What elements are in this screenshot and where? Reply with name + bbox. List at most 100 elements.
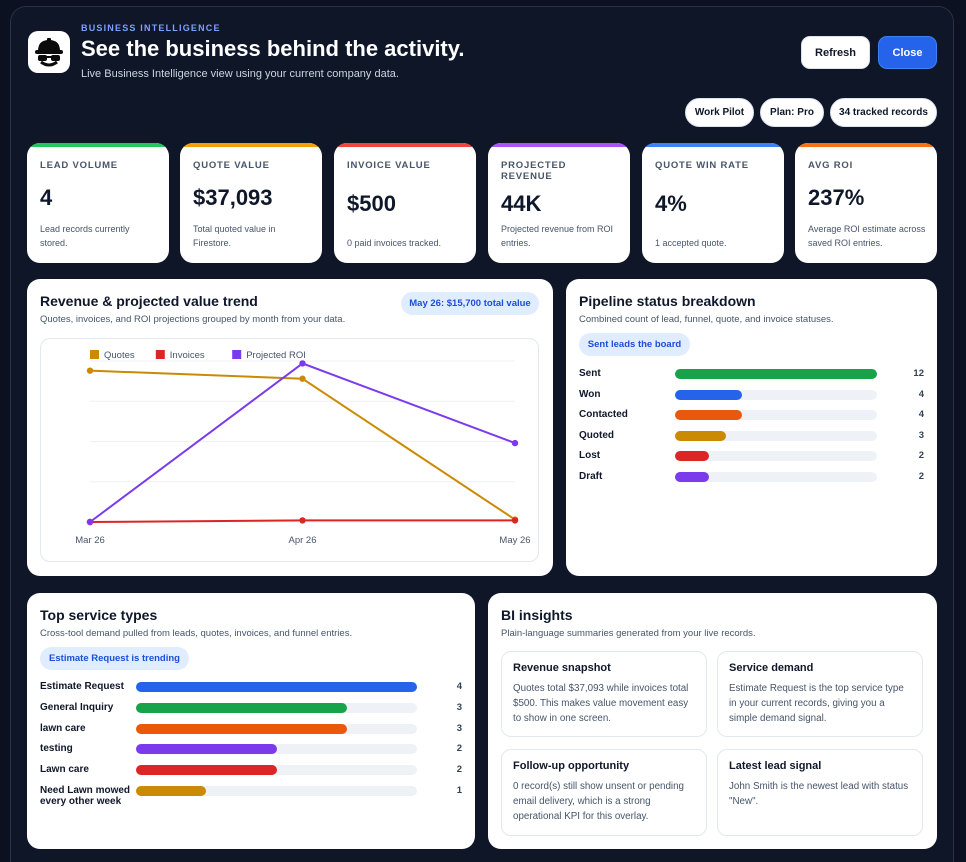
kpi-accent-bar (488, 143, 630, 147)
card-title: Pipeline status breakdown (579, 293, 756, 309)
page-title: See the business behind the activity. (81, 36, 465, 61)
service-fill (136, 744, 277, 755)
service-row: Estimate Request 4 (40, 681, 462, 695)
pipeline-name: Won (579, 388, 601, 400)
pipeline-count: 2 (918, 450, 924, 462)
pipeline-name: Draft (579, 471, 603, 482)
pipeline-count: 4 (918, 409, 924, 421)
legend-label: Projected ROI (246, 350, 306, 361)
bi-insights-card: BI insights Plain-language summaries gen… (488, 593, 937, 849)
service-row: Need Lawn mowed every other week 1 (40, 785, 462, 807)
kpi-description: Total quoted value in Firestore. (193, 224, 276, 248)
series-line (89, 369, 516, 521)
kpi-card-lead-volume: LEAD VOLUME 4 Lead records currently sto… (27, 143, 169, 263)
close-button[interactable]: Close (878, 36, 937, 69)
service-track (136, 723, 417, 734)
pipeline-fill (675, 410, 743, 421)
kpi-accent-bar (334, 143, 476, 147)
data-point (299, 360, 306, 367)
service-row: testing 2 (40, 743, 462, 757)
app-name-badge: Work Pilot (685, 98, 754, 127)
service-track (136, 702, 417, 713)
service-fill (136, 682, 417, 692)
pipeline-track (675, 472, 877, 482)
pipeline-fill (675, 389, 743, 400)
data-point (86, 367, 94, 374)
service-row: General Inquiry 3 (40, 702, 462, 716)
page-subtitle: Live Business Intelligence view using yo… (81, 68, 399, 80)
logo (28, 31, 70, 73)
pipeline-row: Draft 2 (579, 471, 924, 485)
service-track (136, 765, 417, 776)
pipeline-name: Contacted (579, 409, 628, 421)
pipeline-count: 4 (918, 388, 924, 400)
service-name: Estimate Request (40, 681, 124, 692)
pipeline-row: Won 4 (579, 389, 924, 403)
pipeline-count: 2 (918, 471, 924, 482)
service-count: 2 (456, 743, 462, 755)
pipeline-track (675, 430, 877, 441)
legend-label: Quotes (104, 350, 135, 361)
card-subtitle: Quotes, invoices, and ROI projections gr… (40, 314, 346, 325)
top-service-types-card: Top service types Cross-tool demand pull… (27, 593, 475, 849)
trend-highlight-badge: May 26: $15,700 total value (401, 292, 539, 315)
service-track (136, 744, 417, 755)
kpi-description: Average ROI estimate across saved ROI en… (808, 224, 926, 248)
data-point (86, 518, 94, 526)
refresh-button[interactable]: Refresh (801, 36, 870, 69)
service-count: 4 (456, 681, 462, 692)
kpi-description: 0 paid invoices tracked. (347, 238, 442, 248)
service-name: Lawn care (40, 764, 89, 776)
insight-title: Follow-up opportunity (513, 760, 630, 772)
kpi-value: 4% (655, 191, 687, 216)
kpi-value: $37,093 (193, 185, 273, 210)
kpi-label: QUOTE VALUE (193, 160, 270, 171)
pipeline-name: Sent (579, 368, 601, 379)
kpi-accent-bar (642, 143, 784, 147)
kpi-card-quote-value: QUOTE VALUE $37,093 Total quoted value i… (180, 143, 322, 263)
pipeline-fill (675, 472, 709, 482)
service-name: General Inquiry (40, 701, 114, 713)
kpi-card-invoice-value: INVOICE VALUE $500 0 paid invoices track… (334, 143, 476, 263)
pipeline-highlight-badge: Sent leads the board (579, 333, 690, 356)
service-name: testing (40, 743, 73, 755)
pipeline-track (675, 389, 877, 400)
card-subtitle: Combined count of lead, funnel, quote, a… (579, 314, 834, 325)
service-count: 1 (456, 785, 462, 796)
chart-container: Quotes Invoices Projected ROI Mar 26 Apr 26… (40, 338, 539, 562)
kpi-value: 44K (501, 191, 542, 216)
card-title: Revenue & projected value trend (40, 293, 258, 309)
kpi-label: AVG ROI (808, 160, 854, 171)
service-track (136, 682, 417, 692)
insight-service-demand: Service demand Estimate Request is the t… (717, 651, 923, 737)
service-name: Need Lawn mowed every other week (40, 785, 131, 807)
data-point (511, 439, 519, 447)
kpi-value: 237% (808, 185, 865, 210)
pipeline-name: Lost (579, 450, 601, 462)
service-fill (136, 765, 277, 776)
insight-text: John Smith is the newest lead with statu… (729, 781, 909, 807)
kpi-description: 1 accepted quote. (655, 238, 727, 248)
hard-hat-worker-icon (35, 38, 63, 67)
insight-title: Latest lead signal (729, 760, 822, 772)
kpi-accent-bar (180, 143, 322, 147)
kpi-label: LEAD VOLUME (40, 160, 118, 171)
insight-title: Revenue snapshot (513, 662, 611, 674)
pipeline-track (675, 369, 877, 379)
tracked-records-badge: 34 tracked records (830, 98, 937, 127)
revenue-trend-card: Revenue & projected value trend Quotes, … (27, 279, 553, 576)
legend-swatch (232, 350, 242, 359)
insight-text: Quotes total $37,093 while invoices tota… (513, 683, 689, 724)
legend-swatch (155, 350, 165, 359)
pipeline-track (675, 410, 877, 421)
insight-text: Estimate Request is the top service type… (729, 683, 904, 724)
pipeline-row: Quoted 3 (579, 430, 924, 444)
data-point (511, 517, 519, 524)
kpi-card-projected-revenue: PROJECTED REVENUE 44K Projected revenue … (488, 143, 630, 263)
service-fill (136, 702, 347, 713)
kpi-description: Projected revenue from ROI entries. (501, 224, 614, 248)
service-fill (136, 723, 347, 734)
pipeline-status-card: Pipeline status breakdown Combined count… (566, 279, 937, 576)
kpi-label: PROJECTED REVENUE (501, 160, 567, 182)
pipeline-row: Sent 12 (579, 368, 924, 382)
